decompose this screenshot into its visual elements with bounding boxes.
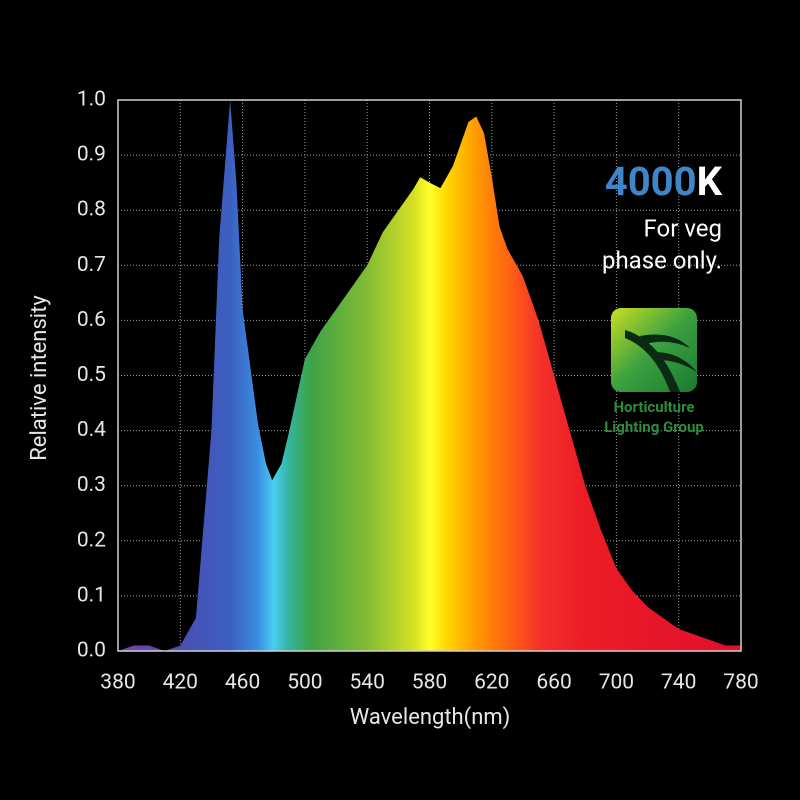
x-tick-label: 540 — [349, 671, 384, 695]
y-tick-label: 0.1 — [77, 583, 106, 607]
y-tick-label: 0.6 — [77, 308, 106, 332]
logo-text: Horticulture — [613, 398, 694, 416]
y-tick-label: 0.0 — [77, 639, 106, 663]
annotation-number: 4000 — [605, 158, 697, 205]
annotation: 4000K — [605, 158, 723, 205]
y-tick-label: 0.9 — [77, 143, 106, 167]
note: phase only. — [602, 246, 722, 274]
x-axis-label: Wavelength(nm) — [350, 705, 511, 730]
spectrum-area — [118, 100, 741, 651]
plot-frame — [117, 99, 742, 652]
x-tick-label: 420 — [163, 671, 198, 695]
x-tick-label: 780 — [723, 671, 758, 695]
logo: Horticulture Lighting Group — [604, 308, 704, 436]
y-tick-label: 0.5 — [77, 363, 106, 387]
logo-text: Lighting Group — [604, 418, 704, 436]
note: For veg — [644, 214, 722, 242]
y-tick-label: 0.3 — [77, 473, 106, 497]
x-tick-label: 740 — [661, 671, 696, 695]
y-tick-label: 0.7 — [77, 253, 106, 277]
y-tick-label: 0.2 — [77, 528, 106, 552]
plot — [118, 100, 741, 651]
x-tick-label: 700 — [599, 671, 634, 695]
x-tick-label: 580 — [412, 671, 447, 695]
annotation-unit: K — [697, 158, 723, 205]
x-tick-label: 660 — [536, 671, 571, 695]
y-tick-label: 1.0 — [77, 88, 106, 112]
x-tick-label: 500 — [287, 671, 322, 695]
y-tick-label: 0.8 — [77, 198, 106, 222]
x-tick-label: 620 — [474, 671, 509, 695]
y-axis-label: Relative intensity — [27, 295, 52, 461]
x-tick-label: 380 — [100, 671, 135, 695]
x-tick-label: 460 — [225, 671, 260, 695]
y-tick-label: 0.4 — [77, 418, 106, 442]
